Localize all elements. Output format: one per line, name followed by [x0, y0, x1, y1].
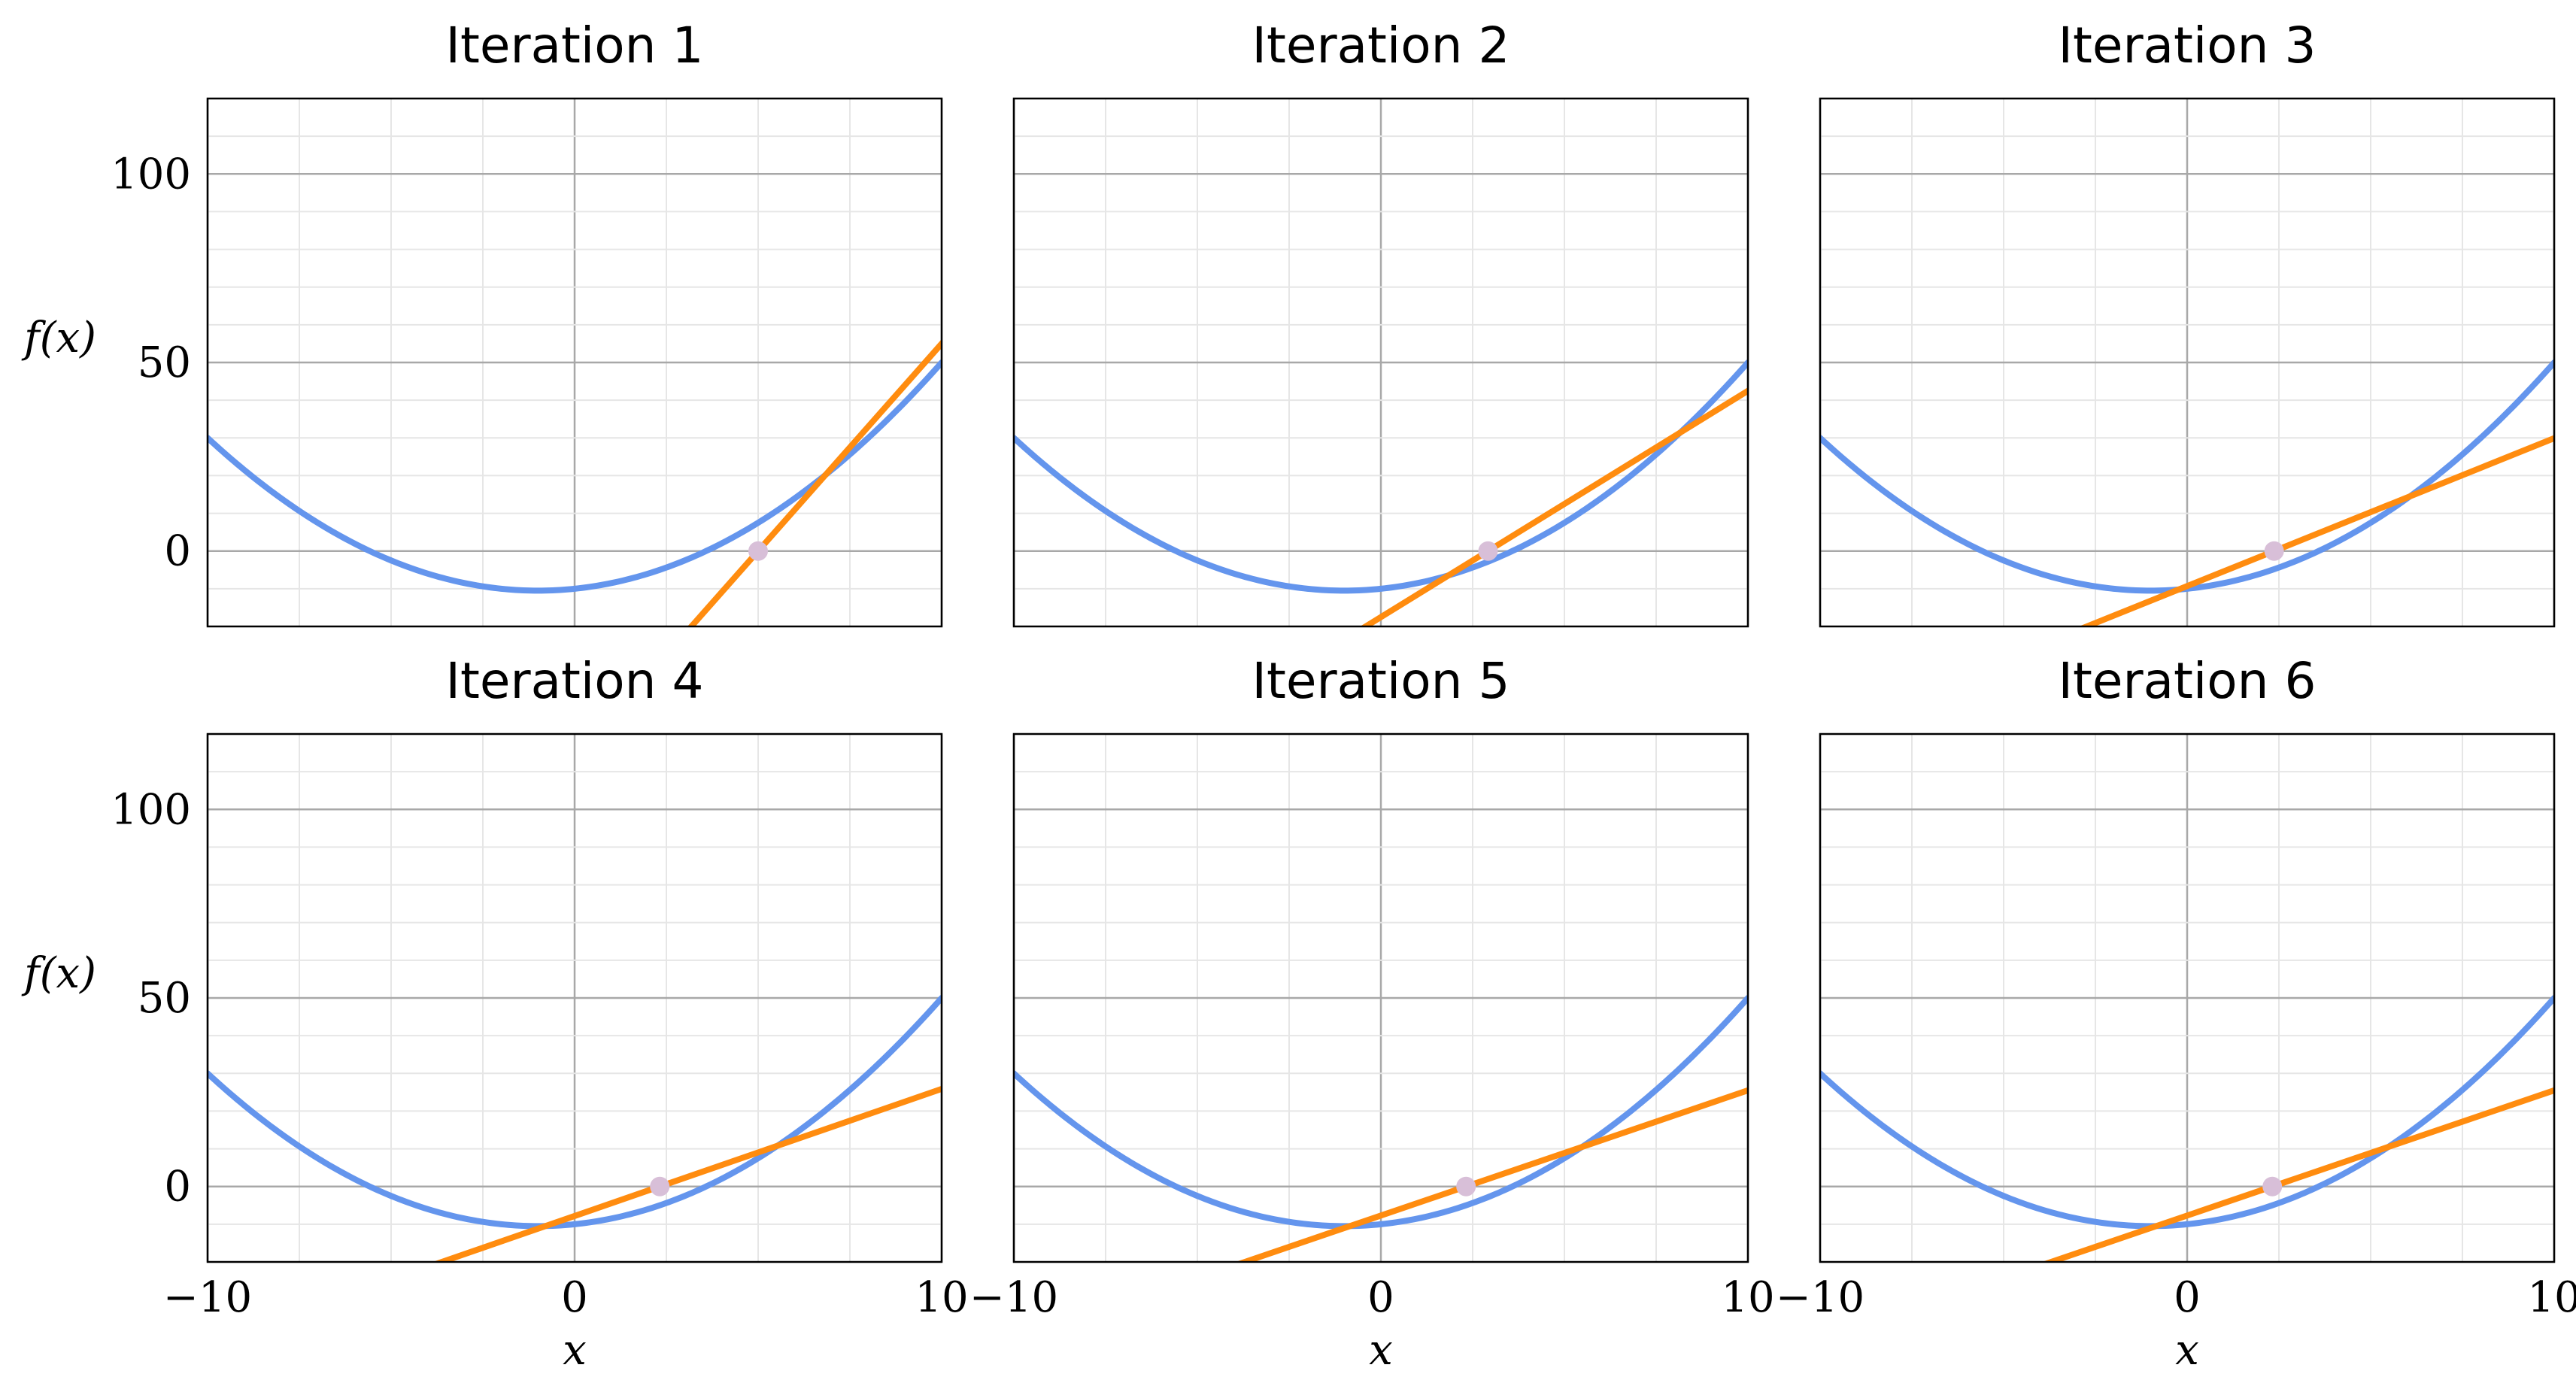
panel-title: Iteration 1: [446, 17, 704, 74]
tangent-line: [1235, 1087, 1748, 1262]
x-axis-label: x: [563, 1326, 587, 1375]
panel-title: Iteration 4: [446, 652, 704, 710]
x-tick-label: 10: [915, 1273, 968, 1322]
y-tick-label: 100: [111, 150, 191, 199]
function-curve: [1820, 995, 2554, 1230]
plot-area: [1820, 359, 2554, 626]
y-tick-label: 50: [138, 338, 191, 387]
root-estimate-point: [1478, 541, 1498, 561]
x-axis-label: x: [1369, 1326, 1393, 1375]
axes-frame: [206, 732, 943, 1263]
x-tick-label: 0: [2174, 1273, 2201, 1322]
axes-frame: [1819, 97, 2556, 628]
x-tick-label: 0: [561, 1273, 588, 1322]
root-estimate-point: [650, 1176, 670, 1196]
plot-area: [208, 338, 942, 626]
panel-1: Iteration 1 0 50 100 f(x): [21, 17, 943, 628]
y-tick-label: 0: [164, 527, 191, 576]
plot-area: [1014, 359, 1748, 626]
panel-6: Iteration 6 −10 0 10 x: [1776, 652, 2576, 1375]
axes-frame: [1012, 97, 1749, 628]
panel-title: Iteration 6: [2059, 652, 2317, 710]
grid: [1819, 98, 2556, 627]
function-curve: [208, 995, 942, 1230]
function-curve: [1014, 359, 1748, 594]
tangent-line: [432, 1085, 942, 1262]
x-axis-label: x: [2175, 1326, 2199, 1375]
grid: [1819, 733, 2556, 1263]
plot-area: [1014, 995, 1748, 1262]
root-estimate-point: [748, 541, 768, 561]
tangent-line: [1360, 387, 1748, 626]
panel-4: Iteration 4 0 50 100 −10 0 10 f(x) x: [21, 652, 969, 1375]
x-tick-label: −10: [163, 1273, 252, 1322]
root-estimate-point: [1456, 1176, 1476, 1196]
y-axis-label: f(x): [21, 949, 96, 998]
panel-3: Iteration 3: [1819, 17, 2556, 628]
plot-area: [208, 995, 942, 1262]
function-curve: [1014, 995, 1748, 1230]
grid: [206, 733, 943, 1263]
panel-5: Iteration 5 −10 0 10 x: [969, 652, 1775, 1375]
x-tick-label: −10: [1776, 1273, 1864, 1322]
x-tick-label: 10: [1721, 1273, 1774, 1322]
x-tick-label: 10: [2527, 1273, 2576, 1322]
tangent-line: [2041, 1087, 2554, 1262]
grid: [1012, 98, 1749, 627]
panel-title: Iteration 3: [2059, 17, 2317, 74]
grid: [1012, 733, 1749, 1263]
y-axis-label: f(x): [21, 314, 96, 362]
tangent-line: [2078, 435, 2554, 626]
x-tick-label: 0: [1367, 1273, 1394, 1322]
panel-2: Iteration 2: [1012, 17, 1749, 628]
root-estimate-point: [2264, 541, 2284, 561]
grid: [206, 98, 943, 627]
y-tick-label: 50: [138, 974, 191, 1023]
axes-frame: [206, 97, 943, 628]
panel-title: Iteration 2: [1252, 17, 1510, 74]
y-tick-label: 100: [111, 785, 191, 834]
root-estimate-point: [2262, 1176, 2283, 1196]
plot-area: [1820, 995, 2554, 1262]
axes-frame: [1012, 732, 1749, 1263]
x-tick-label: −10: [969, 1273, 1058, 1322]
axes-frame: [1819, 732, 2556, 1263]
panel-title: Iteration 5: [1252, 652, 1510, 710]
y-tick-label: 0: [164, 1163, 191, 1212]
